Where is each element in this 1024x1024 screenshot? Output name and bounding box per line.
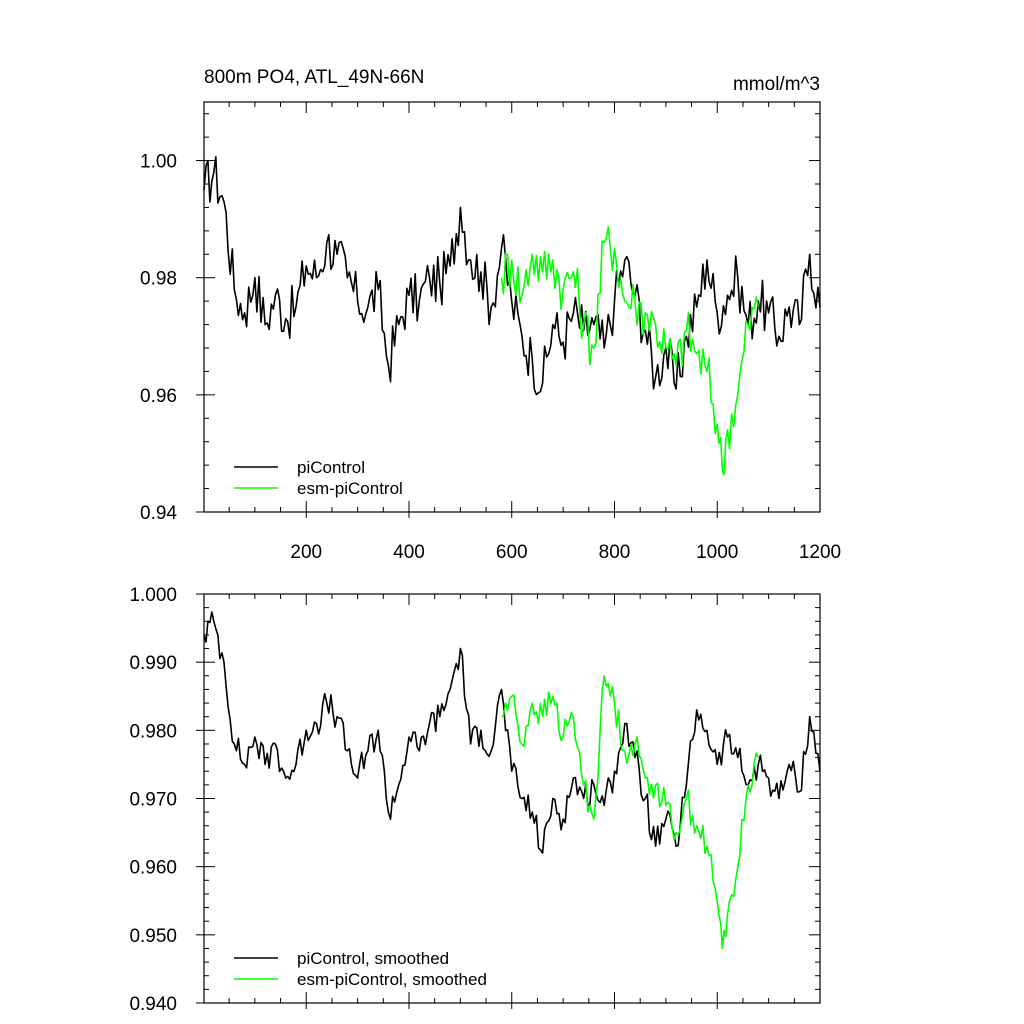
x-tick-label: 1000: [696, 542, 738, 563]
series-line-1: [501, 674, 760, 950]
x-tick-label: 800: [599, 542, 631, 563]
x-tick-label: 600: [496, 542, 528, 563]
x-tick-label: 400: [393, 542, 425, 563]
y-tick-label: 0.94: [140, 503, 177, 524]
plot-frame: [203, 593, 821, 1004]
top-panel: 200 400 600 800 1000 1200 0.94 0.96 0.98 1.00 piCo…: [140, 101, 841, 563]
y-tick-label: 0.940: [129, 994, 177, 1015]
legend-label: esm-piControl, smoothed: [297, 970, 487, 989]
y-tick-label: 1.00: [140, 152, 177, 173]
x-tick-label: 1200: [799, 542, 841, 563]
legend-label: esm-piControl: [297, 479, 403, 498]
legend-label: piControl, smoothed: [297, 949, 449, 968]
y-tick-label: 0.980: [129, 721, 177, 742]
bottom-panel: 0.940 0.950 0.960 0.970 0.980 0.990 1.000 piCon…: [129, 585, 821, 1015]
y-tick-label: 0.990: [129, 653, 177, 674]
y-tick-label: 1.000: [129, 585, 177, 606]
chart-title: 800m PO4, ATL_49N-66N: [204, 67, 424, 88]
legend-label: piControl: [297, 458, 365, 477]
y-tick-label: 0.96: [140, 386, 177, 407]
series-line-0: [203, 611, 821, 854]
series-line-1: [500, 226, 760, 476]
y-tick-label: 0.960: [129, 858, 177, 879]
series-line-0: [203, 156, 821, 396]
y-tick-label: 0.98: [140, 269, 177, 290]
y-tick-label: 0.950: [129, 926, 177, 947]
y-tick-label: 0.970: [129, 790, 177, 811]
x-tick-label: 200: [290, 542, 322, 563]
units-label: mmol/m^3: [733, 74, 820, 95]
